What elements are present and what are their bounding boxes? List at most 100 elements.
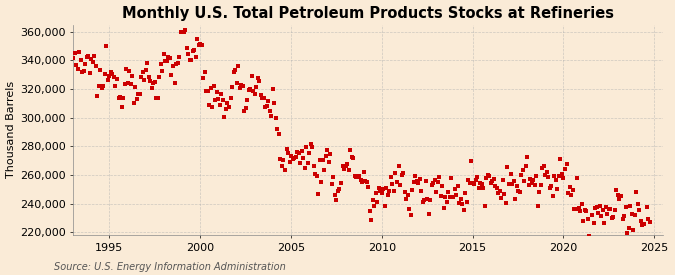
- Point: [427, 183, 437, 187]
- Point: [437, 184, 448, 189]
- Point: [637, 223, 647, 227]
- Point: [541, 170, 552, 174]
- Point: [534, 190, 545, 194]
- Point: [623, 226, 634, 230]
- Point: [593, 211, 603, 215]
- Point: [313, 192, 324, 196]
- Point: [463, 178, 474, 183]
- Point: [301, 145, 312, 149]
- Point: [629, 213, 640, 218]
- Point: [337, 163, 348, 168]
- Point: [479, 204, 490, 208]
- Point: [524, 177, 535, 181]
- Point: [192, 36, 202, 41]
- Point: [230, 68, 240, 73]
- Point: [493, 191, 504, 195]
- Point: [485, 181, 496, 186]
- Point: [618, 214, 629, 219]
- Point: [316, 180, 327, 185]
- Point: [573, 206, 584, 210]
- Point: [433, 180, 443, 184]
- Point: [517, 168, 528, 172]
- Point: [539, 164, 549, 169]
- Point: [254, 79, 265, 83]
- Point: [358, 170, 369, 174]
- Point: [180, 28, 190, 32]
- Point: [599, 221, 610, 225]
- Point: [635, 219, 646, 223]
- Point: [296, 149, 307, 153]
- Point: [613, 192, 624, 197]
- Point: [561, 162, 572, 167]
- Point: [487, 179, 497, 183]
- Point: [608, 214, 619, 219]
- Point: [568, 206, 579, 211]
- Point: [580, 209, 591, 213]
- Point: [640, 236, 651, 240]
- Point: [342, 162, 352, 166]
- Point: [275, 157, 286, 161]
- Point: [97, 86, 107, 90]
- Point: [149, 80, 160, 84]
- Point: [554, 174, 564, 178]
- Point: [410, 174, 421, 178]
- Point: [352, 174, 363, 179]
- Point: [92, 94, 103, 98]
- Point: [246, 73, 257, 78]
- Point: [425, 197, 435, 202]
- Point: [198, 76, 209, 80]
- Point: [117, 96, 128, 100]
- Point: [345, 147, 356, 152]
- Point: [555, 156, 566, 161]
- Point: [233, 64, 244, 69]
- Point: [155, 62, 166, 67]
- Point: [289, 156, 300, 160]
- Point: [331, 198, 342, 202]
- Point: [286, 153, 296, 158]
- Point: [537, 166, 547, 170]
- Point: [283, 151, 294, 156]
- Point: [340, 164, 351, 169]
- Point: [307, 145, 318, 150]
- Point: [413, 181, 424, 185]
- Point: [210, 98, 221, 103]
- Point: [475, 181, 485, 185]
- Point: [223, 105, 234, 109]
- Point: [334, 187, 345, 192]
- Point: [523, 183, 534, 187]
- Point: [287, 156, 298, 161]
- Point: [98, 84, 109, 89]
- Point: [448, 195, 458, 199]
- Point: [466, 158, 477, 163]
- Point: [398, 171, 408, 175]
- Point: [501, 200, 512, 205]
- Point: [78, 68, 89, 73]
- Point: [505, 172, 516, 176]
- Point: [196, 42, 207, 47]
- Point: [151, 95, 162, 100]
- Point: [159, 52, 169, 57]
- Point: [373, 186, 384, 190]
- Point: [514, 190, 525, 194]
- Point: [310, 171, 321, 176]
- Point: [257, 96, 268, 100]
- Point: [122, 81, 133, 85]
- Point: [552, 186, 563, 191]
- Point: [377, 191, 387, 195]
- Point: [597, 208, 608, 213]
- Point: [605, 207, 616, 212]
- Point: [439, 206, 450, 211]
- Point: [70, 51, 80, 55]
- Point: [77, 70, 88, 75]
- Point: [455, 196, 466, 201]
- Point: [483, 173, 493, 177]
- Point: [153, 95, 163, 100]
- Point: [219, 114, 230, 119]
- Point: [231, 81, 242, 86]
- Point: [255, 93, 266, 97]
- Point: [414, 177, 425, 181]
- Point: [213, 97, 224, 101]
- Point: [622, 231, 632, 236]
- Point: [308, 164, 319, 168]
- Point: [177, 30, 188, 34]
